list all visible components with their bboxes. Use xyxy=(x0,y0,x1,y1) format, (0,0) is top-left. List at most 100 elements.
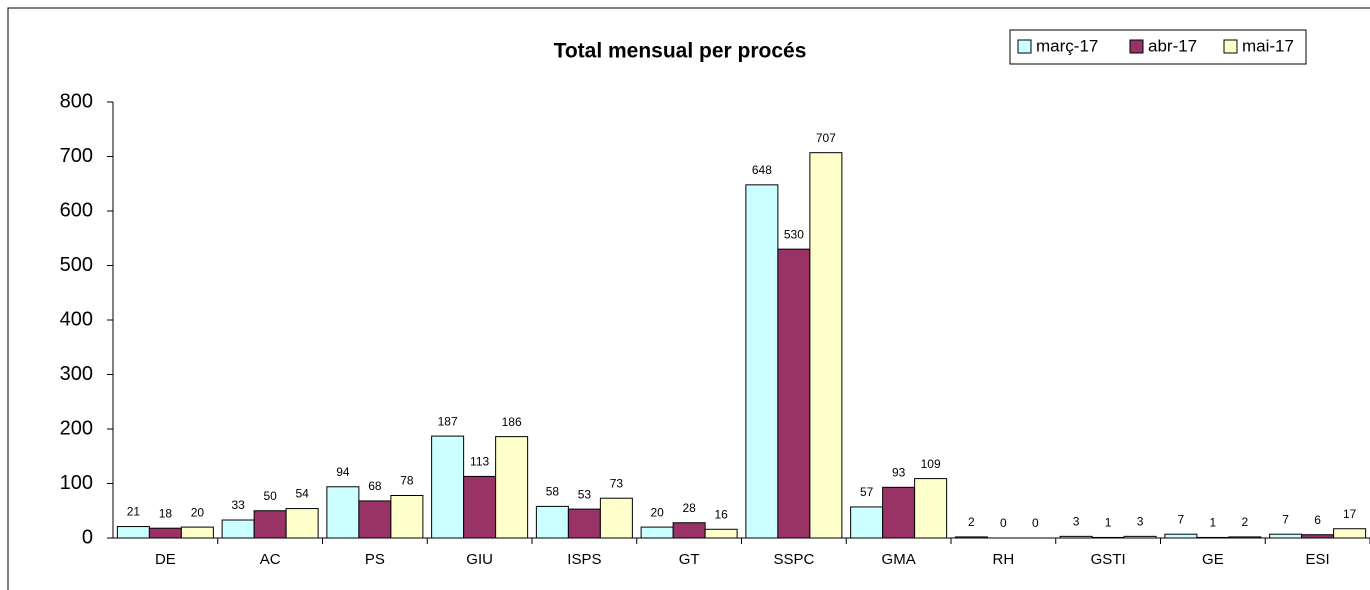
chart-title: Total mensual per procés xyxy=(554,40,807,63)
value-label: 93 xyxy=(892,465,906,479)
value-label: 50 xyxy=(263,489,277,503)
y-tick-label: 100 xyxy=(60,472,93,494)
value-label: 21 xyxy=(127,505,141,519)
value-label: 187 xyxy=(438,414,458,428)
y-tick-label: 400 xyxy=(60,308,93,330)
value-label: 16 xyxy=(714,507,728,521)
x-tick-label: GIU xyxy=(466,551,493,568)
bar xyxy=(1333,528,1367,539)
value-label: 6 xyxy=(1314,513,1321,527)
value-label: 68 xyxy=(368,479,382,493)
value-label: 0 xyxy=(1000,516,1007,530)
x-tick-label: PS xyxy=(365,551,385,568)
value-label: 109 xyxy=(921,457,941,471)
legend-label: març-17 xyxy=(1036,36,1098,55)
bar xyxy=(850,506,884,539)
x-tick-label: GE xyxy=(1202,551,1224,568)
y-tick-label: 800 xyxy=(60,90,93,112)
bar xyxy=(1164,533,1198,539)
bar xyxy=(358,500,392,539)
legend-label: mai-17 xyxy=(1242,36,1294,55)
bar xyxy=(180,526,214,539)
bar xyxy=(253,510,287,539)
value-label: 3 xyxy=(1073,515,1080,529)
bar xyxy=(463,475,497,539)
legend-swatch xyxy=(1017,39,1032,54)
bar xyxy=(777,248,811,539)
value-label: 53 xyxy=(578,487,592,501)
x-tick-label: ESI xyxy=(1306,551,1330,568)
y-tick-label: 200 xyxy=(60,417,93,439)
value-label: 1 xyxy=(1105,516,1112,530)
bar xyxy=(431,435,465,539)
bar xyxy=(567,508,601,539)
y-tick-label: 0 xyxy=(82,526,93,548)
x-tick-label: AC xyxy=(260,551,281,568)
value-label: 33 xyxy=(231,498,245,512)
bar xyxy=(882,486,916,539)
y-tick-label: 600 xyxy=(60,199,93,221)
bar xyxy=(599,497,633,539)
value-label: 73 xyxy=(610,476,624,490)
bar xyxy=(221,519,255,539)
value-label: 1 xyxy=(1210,516,1217,530)
x-tick-label: GMA xyxy=(882,551,916,568)
bar xyxy=(1228,536,1262,539)
y-tick-label: 700 xyxy=(60,145,93,167)
bar xyxy=(326,486,360,539)
value-label: 707 xyxy=(816,131,836,145)
value-label: 17 xyxy=(1343,507,1357,521)
bar xyxy=(914,478,948,539)
value-label: 3 xyxy=(1137,515,1144,529)
bar xyxy=(1301,534,1335,539)
y-tick-label: 300 xyxy=(60,363,93,385)
bar xyxy=(1091,536,1125,539)
legend-label: abr-17 xyxy=(1148,36,1197,55)
value-label: 0 xyxy=(1032,516,1039,530)
value-label: 113 xyxy=(470,455,489,469)
value-label: 2 xyxy=(1242,515,1249,529)
legend-swatch xyxy=(1223,39,1238,54)
bar xyxy=(116,526,150,539)
value-label: 28 xyxy=(682,501,696,515)
value-label: 94 xyxy=(336,465,350,479)
x-tick-label: DE xyxy=(155,551,176,568)
chart-frame xyxy=(7,7,1370,590)
bar xyxy=(535,505,569,539)
bar xyxy=(704,528,738,539)
value-label: 57 xyxy=(860,485,874,499)
value-label: 2 xyxy=(968,515,975,529)
value-label: 20 xyxy=(191,505,205,519)
x-tick-label: SSPC xyxy=(773,551,814,568)
bar xyxy=(1059,535,1093,539)
bar xyxy=(745,184,779,539)
value-label: 18 xyxy=(159,506,173,520)
bar xyxy=(1123,535,1157,539)
bar xyxy=(390,494,424,539)
y-tick-label: 500 xyxy=(60,254,93,276)
legend-swatch xyxy=(1129,39,1144,54)
bar xyxy=(495,436,529,539)
bar xyxy=(672,522,706,539)
legend-box xyxy=(1009,29,1307,65)
bar xyxy=(954,536,988,539)
value-label: 7 xyxy=(1178,512,1185,526)
value-label: 58 xyxy=(546,485,560,499)
value-label: 54 xyxy=(295,487,309,501)
bar xyxy=(285,508,319,539)
bar xyxy=(148,527,182,539)
value-label: 648 xyxy=(752,163,772,177)
value-label: 78 xyxy=(400,474,414,488)
x-tick-label: GSTI xyxy=(1091,551,1126,568)
value-label: 530 xyxy=(784,227,804,241)
bar xyxy=(640,526,674,539)
x-tick-label: RH xyxy=(993,551,1015,568)
x-tick-label: GT xyxy=(679,551,700,568)
bar xyxy=(809,152,843,539)
bar xyxy=(1196,536,1230,539)
value-label: 20 xyxy=(650,505,664,519)
value-label: 7 xyxy=(1282,512,1289,526)
bar xyxy=(1269,533,1303,539)
x-tick-label: ISPS xyxy=(567,551,601,568)
